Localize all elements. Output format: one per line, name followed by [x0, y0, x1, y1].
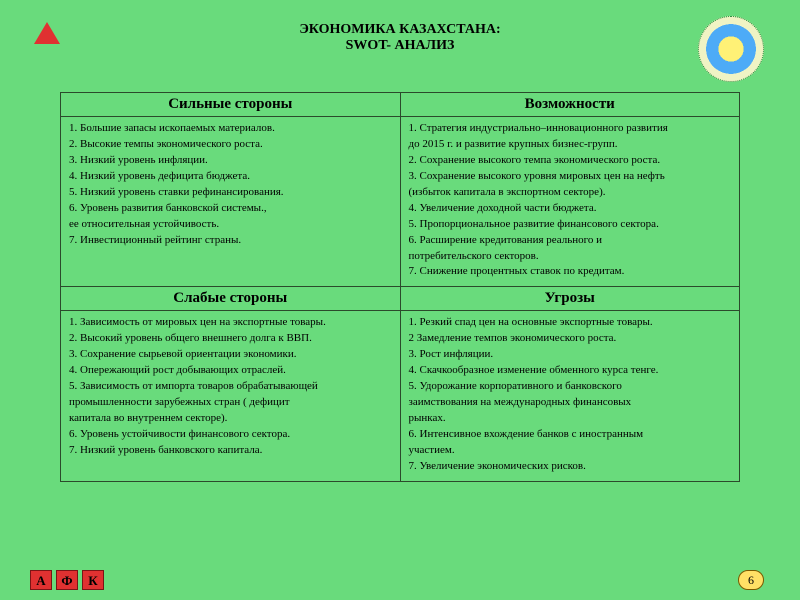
swot-table: Сильные стороны Возможности 1. Большие з…: [60, 92, 740, 482]
list-line: 2. Высокие темпы экономического роста.: [69, 137, 394, 153]
slide-title: ЭКОНОМИКА КАЗАХСТАНА: SWOT- АНАЛИЗ: [0, 0, 800, 54]
list-line: капитала во внутреннем секторе).: [69, 411, 394, 427]
list-line: 6. Интенсивное вхождение банков с иностр…: [409, 427, 734, 443]
list-line: 6. Уровень устойчивости финансового сект…: [69, 427, 394, 443]
list-line: участием.: [409, 443, 734, 459]
list-line: 1. Зависимость от мировых цен на экспорт…: [69, 315, 394, 331]
list-line: 5. Пропорциональное развитие финансового…: [409, 217, 734, 233]
header-strengths: Сильные стороны: [61, 93, 401, 117]
list-line: промышленности зарубежных стран ( дефици…: [69, 395, 394, 411]
list-line: 4. Скачкообразное изменение обменного ку…: [409, 363, 734, 379]
list-line: 1. Стратегия индустриально–инновационног…: [409, 121, 734, 137]
list-line: 3. Сохранение сырьевой ориентации эконом…: [69, 347, 394, 363]
list-line: 7. Инвестиционный рейтинг страны.: [69, 233, 394, 249]
list-line: (избыток капитала в экспортном секторе).: [409, 185, 734, 201]
up-triangle-icon[interactable]: [34, 22, 60, 44]
list-line: 7. Низкий уровень банковского капитала.: [69, 443, 394, 459]
list-line: 3. Низкий уровень инфляции.: [69, 153, 394, 169]
title-line-1: ЭКОНОМИКА КАЗАХСТАНА:: [0, 22, 800, 38]
list-line: ее относительная устойчивость.: [69, 217, 394, 233]
cell-strengths: 1. Большие запасы ископаемых материалов.…: [61, 117, 401, 287]
list-line: 4. Опережающий рост добывающих отраслей.: [69, 363, 394, 379]
header-threats: Угрозы: [400, 287, 740, 311]
list-line: 2 Замедление темпов экономического роста…: [409, 331, 734, 347]
list-line: 2. Сохранение высокого темпа экономическ…: [409, 153, 734, 169]
list-line: 5. Низкий уровень ставки рефинансировани…: [69, 185, 394, 201]
list-line: рынках.: [409, 411, 734, 427]
list-line: 1. Резкий спад цен на основные экспортны…: [409, 315, 734, 331]
badge-k[interactable]: К: [82, 570, 104, 590]
nav-badges: А Ф К: [30, 570, 104, 590]
list-line: 2. Высокий уровень общего внешнего долга…: [69, 331, 394, 347]
list-line: 5. Удорожание корпоративного и банковско…: [409, 379, 734, 395]
cell-weaknesses: 1. Зависимость от мировых цен на экспорт…: [61, 311, 401, 481]
header-weaknesses: Слабые стороны: [61, 287, 401, 311]
list-line: 5. Зависимость от импорта товаров обраба…: [69, 379, 394, 395]
list-line: 3. Рост инфляции.: [409, 347, 734, 363]
list-line: 7. Снижение процентных ставок по кредита…: [409, 264, 734, 280]
list-line: до 2015 г. и развитие крупных бизнес-гру…: [409, 137, 734, 153]
logo-emblem: [698, 16, 764, 82]
page-number: 6: [738, 570, 764, 590]
badge-f[interactable]: Ф: [56, 570, 78, 590]
cell-threats: 1. Резкий спад цен на основные экспортны…: [400, 311, 740, 481]
badge-a[interactable]: А: [30, 570, 52, 590]
list-line: 6. Расширение кредитования реального и: [409, 233, 734, 249]
list-line: 4. Увеличение доходной части бюджета.: [409, 201, 734, 217]
title-line-2: SWOT- АНАЛИЗ: [0, 38, 800, 54]
list-line: 7. Увеличение экономических рисков.: [409, 459, 734, 475]
list-line: 3. Сохранение высокого уровня мировых це…: [409, 169, 734, 185]
list-line: потребительского секторов.: [409, 249, 734, 265]
cell-opportunities: 1. Стратегия индустриально–инновационног…: [400, 117, 740, 287]
header-opportunities: Возможности: [400, 93, 740, 117]
list-line: 1. Большие запасы ископаемых материалов.: [69, 121, 394, 137]
list-line: заимствования на международных финансовы…: [409, 395, 734, 411]
list-line: 4. Низкий уровень дефицита бюджета.: [69, 169, 394, 185]
list-line: 6. Уровень развития банковской системы.,: [69, 201, 394, 217]
